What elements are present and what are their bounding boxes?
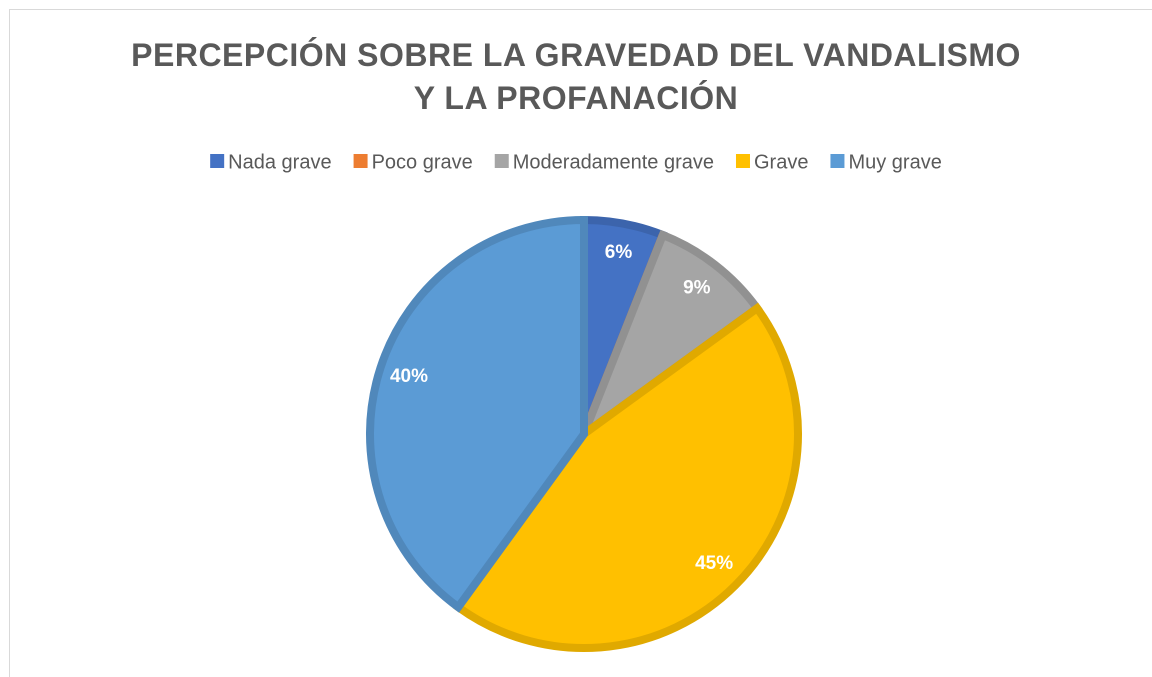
data-label: 9% bbox=[683, 278, 711, 299]
data-label: 45% bbox=[695, 553, 733, 574]
pie-slice bbox=[575, 229, 763, 446]
legend-label: Grave bbox=[754, 151, 808, 173]
legend-label: Muy grave bbox=[848, 151, 941, 173]
legend-swatch bbox=[830, 154, 845, 168]
data-label: 40% bbox=[390, 366, 428, 387]
legend-swatch bbox=[210, 154, 225, 168]
pie-slice bbox=[452, 302, 802, 652]
pie-slice bbox=[366, 215, 588, 613]
legend-label: Moderadamente grave bbox=[513, 151, 714, 173]
legend-label: Poco grave bbox=[372, 151, 473, 173]
data-label: 6% bbox=[605, 242, 633, 263]
legend-swatch bbox=[735, 154, 750, 168]
legend-label: Nada grave bbox=[228, 151, 331, 173]
chart-frame bbox=[9, 9, 1152, 677]
legend-swatch bbox=[353, 154, 368, 168]
chart-title: PERCEPCIÓN SOBRE LA GRAVEDAD DEL VANDALI… bbox=[131, 37, 1021, 116]
legend-swatch bbox=[494, 154, 509, 168]
